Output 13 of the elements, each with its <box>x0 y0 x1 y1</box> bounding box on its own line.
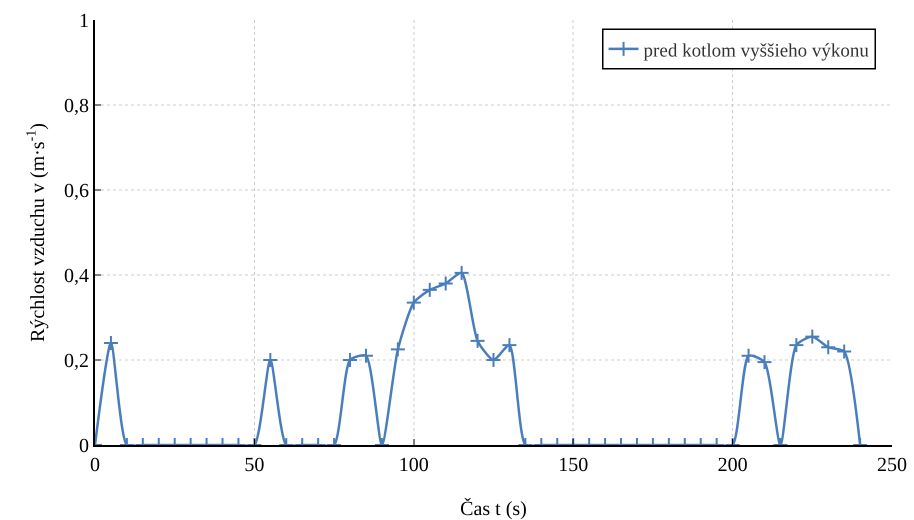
x-tick-label: 250 <box>877 454 907 476</box>
x-tick-label: 150 <box>558 454 588 476</box>
y-tick-label: 0 <box>79 435 89 457</box>
x-tick-label: 50 <box>244 454 264 476</box>
y-tick-label: 0,2 <box>64 350 89 372</box>
x-tick-label: 100 <box>398 454 429 476</box>
legend-label: pred kotlom vyššieho výkonu <box>644 40 870 62</box>
y-tick-label: 0,4 <box>64 265 89 287</box>
x-axis-title: Čas t (s) <box>460 497 527 520</box>
x-tick-label: 200 <box>718 454 748 476</box>
y-tick-label: 0,8 <box>64 95 89 117</box>
y-tick-label: 0,6 <box>64 180 89 202</box>
y-tick-label: 1 <box>79 10 89 32</box>
